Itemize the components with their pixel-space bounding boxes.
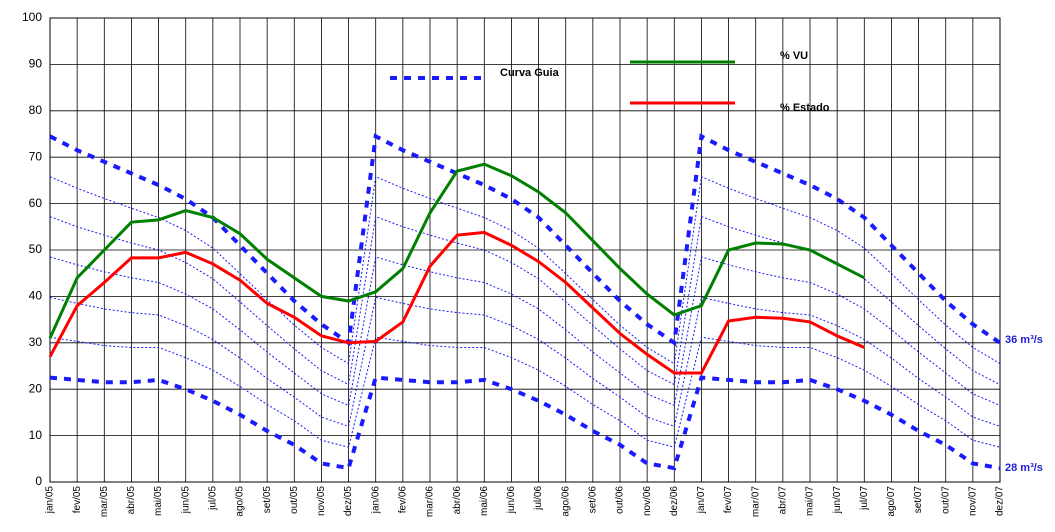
- series-line: [49, 336, 1001, 448]
- x-tick-label: dez/05: [343, 486, 354, 516]
- x-tick-label: fev/05: [72, 486, 83, 514]
- legend-label: % VU: [780, 50, 808, 62]
- x-tick-label: jul/07: [859, 486, 870, 511]
- annotation: 36 m³/s: [1005, 334, 1043, 346]
- x-tick-label: fev/06: [397, 486, 408, 514]
- y-tick-label: 50: [29, 242, 43, 256]
- x-tick-label: nov/07: [967, 486, 978, 516]
- x-tick-label: ago/05: [235, 486, 246, 517]
- x-tick-label: jun/05: [180, 486, 191, 515]
- x-tick-label: jan/05: [45, 486, 56, 515]
- x-tick-label: out/07: [940, 486, 951, 514]
- x-tick-label: jan/07: [696, 486, 707, 515]
- x-tick-label: ago/07: [886, 486, 897, 517]
- x-tick-label: mai/07: [805, 486, 816, 516]
- series-line: [49, 375, 1001, 471]
- x-tick-label: fev/07: [723, 486, 734, 514]
- x-tick-label: set/07: [913, 486, 924, 514]
- x-tick-label: dez/07: [995, 486, 1006, 516]
- x-tick-label: set/06: [587, 486, 598, 514]
- y-tick-label: 10: [29, 428, 43, 442]
- x-tick-label: mar/07: [750, 486, 761, 518]
- y-tick-label: 30: [29, 335, 43, 349]
- x-tick-label: jul/06: [533, 486, 544, 511]
- y-tick-label: 40: [29, 289, 43, 303]
- x-tick-label: out/05: [289, 486, 300, 514]
- y-tick-label: 70: [29, 149, 43, 163]
- y-tick-label: 20: [29, 381, 43, 395]
- y-tick-label: 60: [29, 196, 43, 210]
- x-tick-label: out/06: [615, 486, 626, 514]
- x-tick-label: mar/06: [425, 486, 436, 518]
- x-tick-label: jul/05: [207, 486, 218, 511]
- x-tick-label: mai/05: [153, 486, 164, 516]
- x-tick-label: nov/06: [642, 486, 653, 516]
- x-tick-label: abr/07: [777, 486, 788, 515]
- series-line: [48, 162, 865, 339]
- x-tick-label: set/05: [262, 486, 273, 514]
- series-line: [49, 175, 1001, 365]
- legend-label: % Estado: [780, 102, 830, 114]
- series-line: [49, 296, 1001, 427]
- x-tick-label: jun/06: [506, 486, 517, 515]
- x-tick-label: abr/06: [452, 486, 463, 515]
- annotation: 28 m³/s: [1005, 462, 1043, 474]
- x-tick-label: mai/06: [479, 486, 490, 516]
- y-tick-label: 100: [22, 10, 42, 24]
- x-tick-label: abr/05: [126, 486, 137, 515]
- x-tick-label: nov/05: [316, 486, 327, 516]
- x-tick-label: jun/07: [832, 486, 843, 515]
- y-tick-label: 80: [29, 103, 43, 117]
- series-line: [49, 133, 1002, 347]
- x-tick-label: dez/06: [669, 486, 680, 516]
- x-tick-label: jan/06: [370, 486, 381, 515]
- legend-label: Curva Guia: [500, 67, 560, 79]
- series-line: [48, 230, 865, 375]
- y-tick-label: 0: [35, 474, 42, 488]
- y-tick-label: 90: [29, 57, 43, 71]
- x-tick-label: ago/06: [560, 486, 571, 517]
- x-tick-label: mar/05: [99, 486, 110, 518]
